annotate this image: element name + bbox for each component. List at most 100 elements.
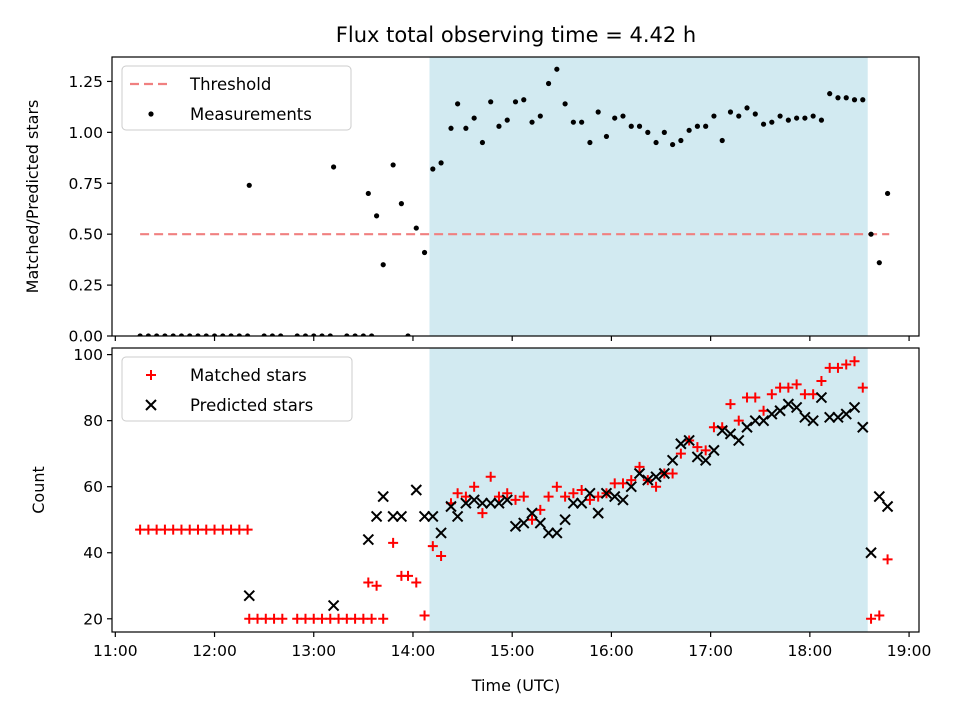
y-tick-label: 60 [83, 478, 103, 496]
data-point [595, 109, 601, 115]
data-point [609, 490, 621, 503]
data-point [724, 428, 737, 440]
data-point [741, 421, 753, 433]
data-point [866, 613, 877, 624]
legend-box [121, 356, 353, 422]
data-point [794, 115, 800, 121]
data-point [634, 461, 645, 472]
legend-marker [148, 111, 154, 117]
data-point [427, 510, 439, 523]
legend-label: Threshold [189, 75, 271, 94]
data-point [411, 577, 422, 588]
data-point [542, 527, 555, 539]
data-point [757, 414, 770, 427]
data-point [860, 97, 866, 103]
data-point [584, 487, 596, 500]
data-point [485, 471, 496, 482]
data-point [727, 109, 734, 115]
data-point [170, 333, 176, 336]
data-point [395, 510, 408, 523]
data-point [725, 399, 736, 410]
data-point [873, 490, 886, 503]
data-point [576, 485, 587, 495]
series-measurements [137, 66, 891, 336]
plot-area [137, 66, 891, 336]
data-point [510, 494, 521, 505]
data-point [752, 111, 758, 117]
data-point [460, 491, 471, 502]
data-point [452, 488, 463, 499]
data-point [319, 333, 325, 336]
data-point [791, 379, 802, 390]
x-tick-label: 15:00 [490, 642, 535, 660]
data-point [405, 333, 411, 336]
data-point [617, 478, 628, 489]
axes-frame [111, 347, 920, 633]
data-point [700, 445, 711, 456]
data-point [774, 405, 786, 417]
data-point [579, 119, 585, 125]
data-point [790, 401, 803, 414]
data-point [527, 514, 538, 525]
data-point [881, 500, 894, 513]
data-point [455, 101, 461, 107]
data-point [311, 333, 317, 336]
y-tick-label: 100 [73, 346, 103, 364]
data-point [865, 547, 877, 559]
data-point [810, 113, 816, 119]
legend-label: Measurements [190, 105, 312, 124]
data-point [178, 333, 185, 336]
data-point [703, 123, 709, 129]
data-point [430, 166, 436, 172]
data-point [857, 382, 868, 393]
data-point [448, 125, 454, 131]
data-point [670, 141, 676, 148]
data-point [390, 162, 396, 168]
data-point [502, 488, 513, 499]
data-point [477, 508, 488, 519]
data-point [521, 97, 527, 103]
data-point [245, 333, 251, 336]
data-point [145, 333, 151, 336]
data-point [584, 494, 595, 505]
data-point [807, 414, 819, 427]
data-point [203, 333, 209, 336]
data-point [868, 231, 874, 237]
data-point [365, 190, 371, 197]
data-point [744, 105, 750, 111]
data-point [716, 424, 728, 437]
data-point [699, 454, 712, 466]
data-point [782, 398, 795, 410]
data-point [277, 613, 288, 624]
data-point [529, 119, 535, 125]
y-tick-label: 0.75 [68, 175, 103, 193]
data-point [534, 517, 547, 529]
observing-span [429, 57, 868, 336]
bottom-panel: 11:00 12:00 13:00 14:00 15:00 16:00 17:00 18:00… [29, 346, 931, 660]
data-point [451, 510, 464, 523]
data-point [545, 80, 552, 87]
data-point [460, 497, 472, 509]
data-point [559, 514, 571, 526]
data-point [617, 494, 629, 506]
data-point [435, 527, 447, 539]
data-point [851, 97, 858, 103]
data-point [327, 333, 333, 336]
data-point [419, 610, 430, 621]
data-point [438, 160, 444, 166]
legend-label: Predicted stars [190, 396, 313, 415]
data-point [162, 333, 168, 336]
data-point [427, 541, 438, 552]
data-point [849, 356, 860, 367]
data-point [518, 491, 529, 502]
data-point [760, 121, 767, 127]
data-point [421, 249, 428, 256]
data-point [642, 474, 654, 486]
data-point [818, 117, 825, 123]
y-tick-label: 40 [83, 544, 103, 562]
data-point [228, 333, 234, 336]
y-tick-label: 1.00 [68, 124, 103, 142]
x-tick-label: 11:00 [93, 642, 138, 660]
data-point [592, 507, 604, 519]
data-point [840, 408, 852, 420]
